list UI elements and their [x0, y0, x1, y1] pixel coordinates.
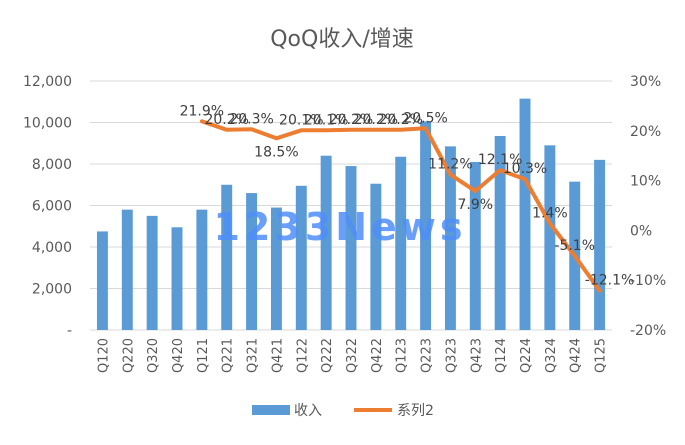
x-tick-label: Q121: [196, 338, 211, 373]
left-axis-tick-label: 6,000: [32, 199, 72, 215]
x-tick-label: Q221: [221, 338, 236, 373]
bar: [246, 193, 258, 330]
x-tick-label: Q123: [395, 338, 410, 373]
bar: [96, 231, 108, 330]
x-axis: Q120 Q220 Q320 Q420 Q121 Q221 Q321 Q421 Q122 Q222…: [96, 338, 608, 373]
bar: [544, 145, 556, 330]
bar: [519, 98, 531, 330]
legend: 收入 系列2: [252, 403, 434, 419]
bar: [270, 207, 282, 330]
bar: [594, 159, 606, 330]
line-data-label: 20.2%: [378, 112, 422, 128]
line-data-label: 11.2%: [428, 157, 472, 173]
legend-swatch-revenue: [252, 405, 290, 415]
left-axis-tick-label: 2,000: [32, 282, 72, 298]
right-axis-tick-label: -20%: [630, 323, 666, 339]
x-tick-label: Q122: [295, 338, 310, 373]
line-data-label: 10.3%: [503, 161, 547, 177]
line-data-labels: 21.9%20.2%20.3%18.5%20.1%20.1%20.2%20.2%…: [180, 103, 635, 288]
x-tick-label: Q323: [444, 338, 459, 373]
left-axis-tick-label: 8,000: [32, 157, 72, 173]
line-data-label: 20.1%: [279, 112, 323, 128]
x-tick-label: Q422: [370, 338, 385, 373]
left-axis-tick-label: 4,000: [32, 240, 72, 256]
bar: [196, 209, 208, 330]
x-tick-label: Q321: [246, 338, 261, 373]
watermark-text: 1233News: [213, 205, 466, 249]
bar: [420, 121, 432, 331]
bar: [494, 135, 506, 330]
line-data-label: -5.1%: [554, 238, 595, 254]
bar: [171, 227, 183, 330]
bar: [295, 185, 307, 330]
x-tick-label: Q424: [569, 338, 584, 373]
line-data-label: 20.2%: [204, 112, 248, 128]
x-tick-label: Q120: [96, 338, 111, 373]
x-tick-label: Q224: [519, 338, 534, 373]
line-data-label: 12.1%: [478, 152, 522, 168]
right-axis-tick-label: -10%: [630, 273, 666, 289]
bar: [345, 166, 357, 330]
x-tick-label: Q324: [544, 338, 559, 373]
line-series: [199, 119, 602, 293]
right-axis-tick-label: 30%: [630, 74, 661, 90]
bar: [444, 146, 456, 330]
bar: [221, 184, 233, 330]
line-data-label: -12.1%: [585, 273, 635, 289]
line-data-label: 20.2%: [354, 112, 398, 128]
left-axis-tick-label: 10,000: [23, 116, 72, 132]
line-data-label: 1.4%: [532, 205, 568, 221]
legend-label-revenue: 收入: [294, 403, 322, 419]
watermark: 1233News: [213, 205, 466, 249]
line-path: [199, 119, 602, 293]
right-axis-tick-label: 10%: [630, 174, 661, 190]
legend-label-series2: 系列2: [397, 403, 434, 419]
bar: [320, 155, 332, 330]
x-tick-label: Q125: [594, 338, 609, 373]
line-data-label: 7.9%: [457, 197, 493, 213]
x-tick-label: Q322: [345, 338, 360, 373]
bar: [395, 156, 407, 330]
chart-title: QoQ收入/增速: [270, 27, 414, 52]
line-data-label: 20.2%: [329, 112, 373, 128]
right-axis-tick-label: 0%: [630, 223, 652, 239]
x-tick-label: Q124: [494, 338, 509, 373]
line-data-label: 20.1%: [304, 112, 348, 128]
left-axis-tick-label: -: [67, 323, 72, 339]
left-axis: - 2,000 4,000 6,000 8,000 10,000 12,000: [23, 74, 72, 339]
bar: [121, 209, 133, 330]
bar: [469, 161, 481, 330]
line-data-label: 18.5%: [254, 144, 298, 160]
right-axis-tick-label: 20%: [630, 124, 661, 140]
x-tick-label: Q220: [121, 338, 136, 373]
x-tick-label: Q421: [270, 338, 285, 373]
x-tick-label: Q420: [171, 338, 186, 373]
left-axis-tick-label: 12,000: [23, 74, 72, 90]
bar: [370, 183, 382, 330]
x-tick-label: Q320: [146, 338, 161, 373]
bar: [146, 215, 158, 330]
line-data-label: 21.9%: [180, 103, 224, 119]
x-tick-label: Q222: [320, 338, 335, 373]
line-data-label: 20.3%: [229, 111, 273, 127]
line-data-label: 20.5%: [403, 110, 447, 126]
right-axis: -20% -10% 0% 10% 20% 30%: [630, 74, 666, 339]
x-tick-label: Q223: [420, 338, 435, 373]
x-tick-label: Q423: [469, 338, 484, 373]
